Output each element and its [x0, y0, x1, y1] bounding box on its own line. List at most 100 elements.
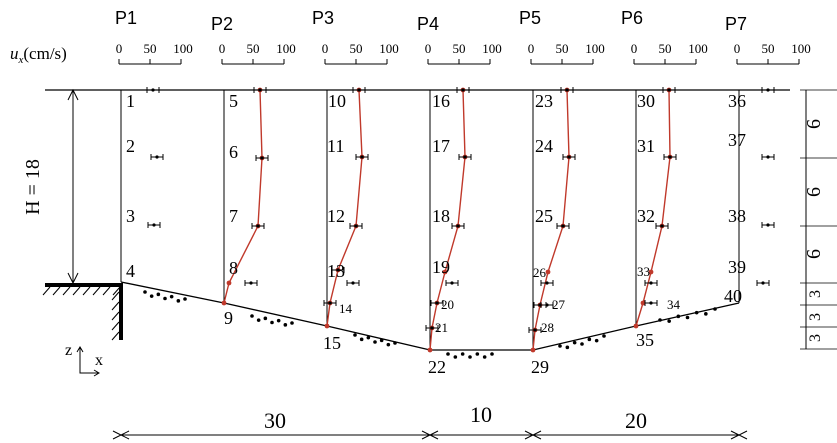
node-label-8: 8 [229, 258, 238, 278]
node-label-14: 14 [339, 301, 353, 316]
wall-hatch [92, 286, 101, 296]
velocity-profile-line [635, 89, 671, 327]
measurement-point [461, 88, 465, 92]
axis-glyph [79, 348, 98, 374]
velocity-marker [648, 269, 654, 275]
node-label-19: 19 [432, 257, 450, 277]
measurement-point [351, 281, 355, 285]
depth-arrow [67, 272, 79, 285]
velocity-symbol: u [10, 44, 19, 63]
profile-label-p2: P2 [211, 14, 233, 34]
scale-tick-label: 50 [247, 41, 260, 56]
measurement-point [761, 281, 765, 285]
axis-z-arrow [76, 346, 84, 353]
measurement-point [456, 224, 460, 228]
sediment-dot [558, 344, 562, 348]
measurement-point [463, 155, 467, 159]
velocity-marker [427, 347, 433, 353]
measurement-point [561, 224, 565, 228]
measurement-point [668, 155, 672, 159]
sediment-dot [366, 335, 371, 340]
measurement-point [260, 156, 264, 160]
node-label-30: 30 [637, 91, 655, 111]
node-labels: 1234567891011121314151617181920212223242… [126, 91, 746, 377]
node-label-20: 20 [441, 297, 454, 312]
sediment-dot [565, 345, 570, 350]
wall-hatch [52, 286, 61, 296]
sediment-dot [386, 342, 391, 347]
velocity-profiles [146, 87, 775, 353]
node-label-37: 37 [728, 130, 746, 150]
wall-hatch [102, 286, 111, 296]
sediment-dot [290, 321, 294, 325]
scale-tick-label: 50 [453, 41, 466, 56]
bottom-arrow [531, 430, 542, 440]
node-label-5: 5 [229, 91, 238, 111]
node-label-27: 27 [552, 297, 566, 312]
wall-hatch [111, 301, 120, 311]
node-label-23: 23 [535, 91, 553, 111]
measurement-point [357, 88, 361, 92]
velocity-marker [530, 347, 536, 353]
measurement-point [766, 155, 770, 159]
sediment-dot [658, 318, 662, 322]
scale-tick-label: 50 [556, 41, 569, 56]
sediment-dot [713, 307, 717, 311]
velocity-marker [442, 269, 448, 275]
node-label-40: 40 [724, 286, 742, 306]
sediment-dot [694, 310, 699, 315]
measurement-point [249, 281, 253, 285]
right-dimension-label: 3 [807, 313, 824, 321]
measurement-point [660, 224, 664, 228]
bottom-dimension-label: 20 [625, 408, 647, 433]
sediment-dot [250, 314, 254, 318]
sediment-dot [667, 319, 671, 323]
sediment-dot [156, 292, 161, 297]
scale-tick-label: 100 [791, 41, 811, 56]
node-label-21: 21 [435, 320, 448, 335]
scale-tick-label: 50 [762, 41, 775, 56]
sediment-dot [580, 342, 584, 346]
velocity-marker [324, 323, 330, 329]
sediment-dot [453, 355, 458, 359]
velocity-profile-line [326, 89, 363, 327]
right-dimension-label: 6 [803, 119, 825, 129]
velocity-marker [545, 269, 551, 275]
wall-hatch [72, 286, 81, 296]
velocity-marker [221, 300, 227, 306]
node-label-33: 33 [637, 264, 650, 279]
profile-label-p1: P1 [115, 8, 137, 28]
sediment-dot [353, 333, 357, 337]
measurement-point [435, 301, 439, 305]
scale-tick-label: 100 [379, 41, 399, 56]
node-label-7: 7 [229, 206, 238, 226]
wall-hatch [112, 286, 121, 296]
measurement-point [151, 88, 155, 92]
node-label-28: 28 [541, 320, 554, 335]
scale-tick-label: 100 [482, 41, 502, 56]
node-label-1: 1 [126, 91, 135, 111]
measurement-point [538, 303, 542, 307]
bottom-dimension-label: 10 [470, 402, 492, 427]
bottom-arrow [119, 430, 130, 440]
sediment-dot [256, 318, 261, 322]
sediment-dot [169, 294, 174, 299]
node-label-34: 34 [667, 297, 681, 312]
measurement-point [360, 155, 364, 159]
node-label-10: 10 [328, 91, 346, 111]
measurement-point [649, 301, 653, 305]
measurement-point [256, 224, 260, 228]
velocity-unit: (cm/s) [23, 44, 66, 63]
sediment-dot [379, 338, 384, 343]
node-label-13: 13 [327, 261, 345, 281]
sediment-dot [475, 352, 480, 356]
scale-tick-label: 100 [688, 41, 708, 56]
sediment-dot [276, 318, 281, 323]
scale-tick-label: 100 [585, 41, 605, 56]
wall-hatch [111, 321, 120, 331]
wall-hatch [111, 331, 120, 341]
sediment-dot [359, 337, 364, 342]
sediment-dot [602, 334, 606, 338]
node-label-9: 9 [224, 308, 233, 328]
axis-x-arrow [93, 369, 100, 377]
